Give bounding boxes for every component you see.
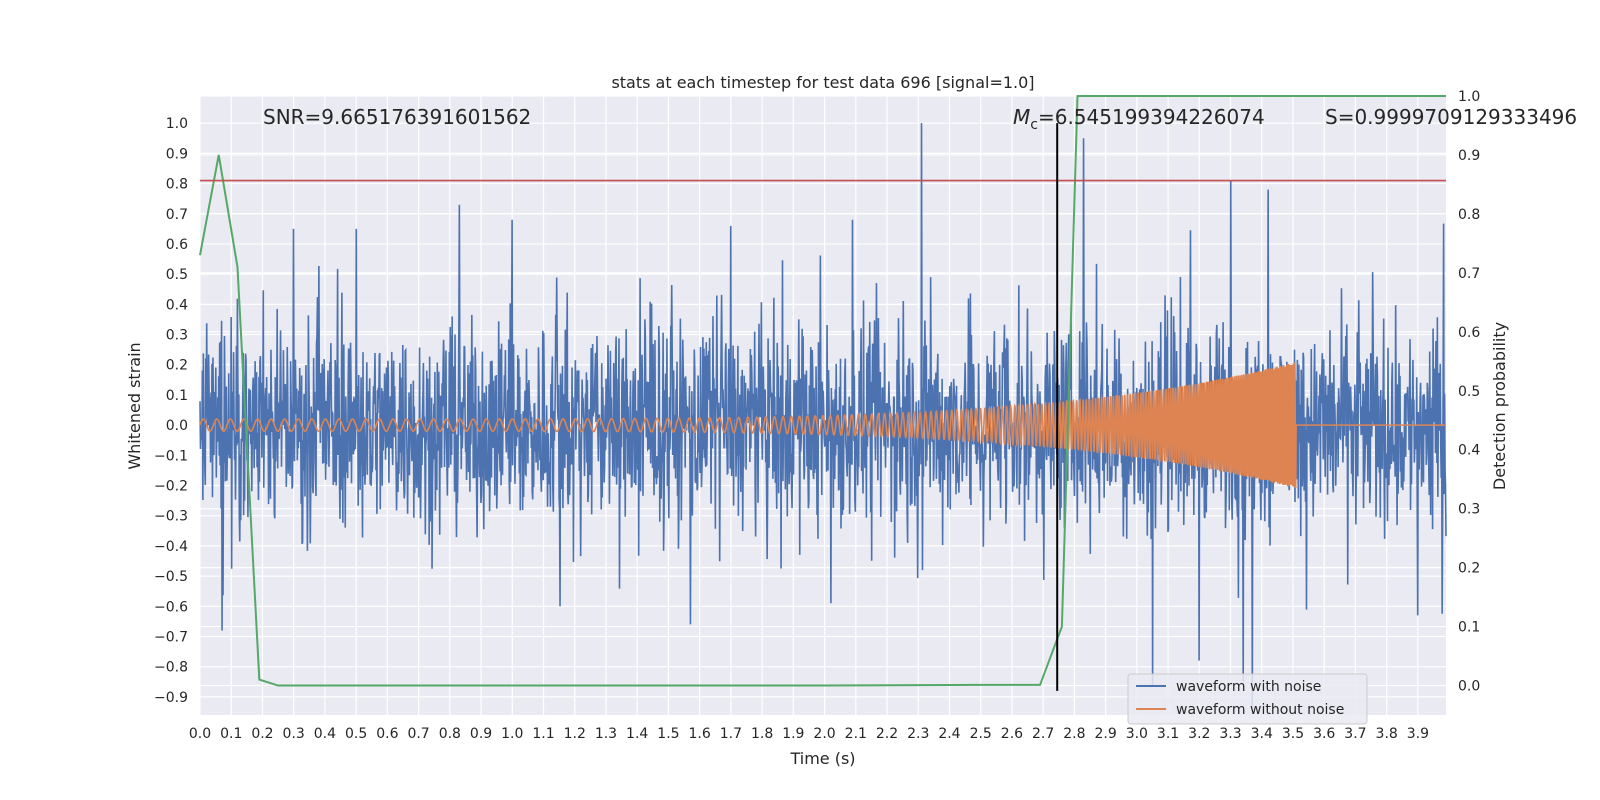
x-tick-label: 0.3 <box>283 726 305 742</box>
x-tick-label: 3.3 <box>1219 726 1241 742</box>
x-tick-label: 3.2 <box>1188 726 1210 742</box>
x-tick-label: 0.5 <box>345 726 367 742</box>
x-tick-label: 1.3 <box>595 726 617 742</box>
y-tick-label: −0.6 <box>154 599 188 615</box>
y-right-tick-label: 0.1 <box>1458 620 1480 636</box>
x-tick-label: 0.2 <box>251 726 273 742</box>
y-right-tick-label: 0.9 <box>1458 148 1480 164</box>
x-tick-label: 0.6 <box>376 726 398 742</box>
y-tick-label: 0.1 <box>166 388 188 404</box>
x-tick-label: 3.7 <box>1344 726 1366 742</box>
x-tick-label: 3.4 <box>1251 726 1273 742</box>
y-tick-label: 0.0 <box>166 418 188 434</box>
x-tick-label: 2.6 <box>1001 726 1023 742</box>
x-tick-label: 2.4 <box>938 726 960 742</box>
y-tick-label: 0.5 <box>166 267 188 283</box>
x-tick-label: 3.1 <box>1157 726 1179 742</box>
detection-probability-line <box>199 95 1446 687</box>
y-tick-label: 1.0 <box>166 116 188 132</box>
x-tick-label: 2.9 <box>1094 726 1116 742</box>
y-right-tick-label: 0.3 <box>1458 502 1480 518</box>
x-tick-label: 0.0 <box>189 726 211 742</box>
x-tick-label: 1.8 <box>751 726 773 742</box>
y-tick-label: −0.7 <box>154 629 188 645</box>
y-tick-label: −0.3 <box>154 509 188 525</box>
legend-box <box>1127 673 1368 725</box>
y-tick-label: 0.8 <box>166 177 188 193</box>
y-tick-label: −0.9 <box>154 690 188 706</box>
y-tick-label: −0.8 <box>154 660 188 676</box>
x-tick-label: 2.7 <box>1032 726 1054 742</box>
x-tick-label: 1.9 <box>782 726 804 742</box>
x-tick-label: 3.0 <box>1126 726 1148 742</box>
x-tick-label: 0.1 <box>220 726 242 742</box>
x-tick-label: 0.8 <box>439 726 461 742</box>
chirp-mass-symbol: M <box>1013 105 1030 129</box>
y-right-tick-label: 0.0 <box>1458 679 1480 695</box>
y-tick-label: 0.2 <box>166 358 188 374</box>
waveform-without-noise-line <box>199 362 1446 488</box>
y-tick-label: −0.1 <box>154 448 188 464</box>
x-tick-label: 1.4 <box>626 726 648 742</box>
x-tick-label: 3.8 <box>1376 726 1398 742</box>
y-right-axis-ticks: 0.0 0.1 0.2 0.3 0.4 0.5 0.6 0.7 0.8 0.9 1.0 <box>1458 89 1480 695</box>
x-tick-label: 3.5 <box>1282 726 1304 742</box>
waveform-with-noise-line <box>199 123 1447 706</box>
x-tick-label: 1.2 <box>564 726 586 742</box>
y-axis-label: Whitened strain <box>125 342 144 469</box>
y-tick-label: −0.4 <box>154 539 188 555</box>
y-right-axis-label: Detection probability <box>1490 322 1509 490</box>
x-tick-label: 1.5 <box>657 726 679 742</box>
chirp-mass-subscript: c <box>1030 117 1038 133</box>
x-tick-label: 1.1 <box>532 726 554 742</box>
chart-title: stats at each timestep for test data 696… <box>611 73 1034 92</box>
x-tick-label: 0.9 <box>470 726 492 742</box>
y-axis-ticks: −0.9 −0.8 −0.7 −0.6 −0.5 −0.4 −0.3 −0.2 −0.1 0.0 0… <box>154 116 188 706</box>
x-tick-label: 0.7 <box>407 726 429 742</box>
y-right-tick-label: 1.0 <box>1458 89 1480 105</box>
x-tick-label: 2.5 <box>970 726 992 742</box>
y-tick-label: −0.5 <box>154 569 188 585</box>
x-tick-label: 1.0 <box>501 726 523 742</box>
x-tick-label: 2.0 <box>813 726 835 742</box>
chirp-mass-annotation: Mc=6.545199394226074 <box>1013 105 1265 133</box>
x-tick-label: 2.3 <box>907 726 929 742</box>
y-right-tick-label: 0.6 <box>1458 325 1480 341</box>
y-right-tick-label: 0.4 <box>1458 443 1480 459</box>
y-tick-label: −0.2 <box>154 479 188 495</box>
y-right-tick-label: 0.5 <box>1458 384 1480 400</box>
grid <box>199 95 1446 715</box>
legend-label-clean: waveform without noise <box>1176 702 1344 718</box>
y-right-tick-label: 0.7 <box>1458 266 1480 282</box>
y-right-tick-label: 0.8 <box>1458 207 1480 223</box>
x-tick-label: 2.8 <box>1063 726 1085 742</box>
legend-label-noise: waveform with noise <box>1176 679 1321 695</box>
x-axis-label: Time (s) <box>789 749 855 768</box>
x-tick-label: 3.6 <box>1313 726 1335 742</box>
x-tick-label: 3.9 <box>1407 726 1429 742</box>
x-tick-label: 0.4 <box>314 726 336 742</box>
chirp-mass-value: =6.545199394226074 <box>1038 105 1265 129</box>
y-right-tick-label: 0.2 <box>1458 561 1480 577</box>
y-tick-label: 0.6 <box>166 237 188 253</box>
y-tick-label: 0.7 <box>166 207 188 223</box>
plot-area <box>199 95 1447 706</box>
legend: waveform with noise waveform without noi… <box>1127 673 1368 725</box>
x-tick-label: 2.2 <box>876 726 898 742</box>
y-tick-label: 0.4 <box>166 297 188 313</box>
x-tick-label: 1.7 <box>720 726 742 742</box>
x-tick-label: 2.1 <box>845 726 867 742</box>
y-tick-label: 0.9 <box>166 146 188 162</box>
x-tick-label: 1.6 <box>689 726 711 742</box>
y-tick-label: 0.3 <box>166 328 188 344</box>
snr-annotation: SNR=9.665176391601562 <box>263 105 531 129</box>
score-annotation: S=0.9999709129333496 <box>1325 105 1577 129</box>
x-axis-ticks: 0.0 0.1 0.2 0.3 0.4 0.5 0.6 0.7 0.8 0.9 1.0 1.1 1.2 1… <box>189 726 1429 742</box>
